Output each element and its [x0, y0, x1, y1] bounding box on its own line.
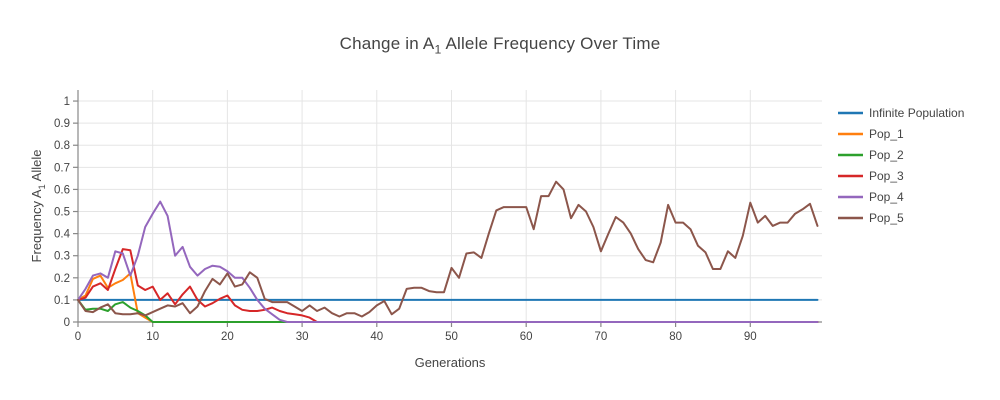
chart-title-text: Change in A	[339, 34, 435, 53]
y-tick-label: 0.2	[54, 273, 70, 285]
y-tick-label: 1	[64, 96, 70, 108]
legend-item-pop-3[interactable]: Pop_3	[838, 169, 904, 183]
x-tick-label: 10	[146, 331, 159, 343]
legend-item-pop-1[interactable]: Pop_1	[838, 127, 904, 141]
legend-label-pop-2: Pop_2	[869, 148, 904, 162]
chart-title-text-suffix: Allele Frequency Over Time	[441, 34, 661, 53]
legend: Infinite Population Pop_1 Pop_2 Pop_3 Pop_4 P…	[838, 106, 964, 225]
y-tick-label: 0.4	[54, 229, 71, 241]
chart-title-subscript: 1	[434, 42, 442, 57]
legend-label-pop-4: Pop_4	[869, 190, 904, 204]
x-tick-label: 80	[669, 331, 682, 343]
x-tick-label: 70	[594, 331, 607, 343]
x-tick-label: 40	[370, 331, 383, 343]
legend-item-pop-4[interactable]: Pop_4	[838, 190, 904, 204]
x-tick-label: 30	[296, 331, 309, 343]
series-line-pop-4[interactable]	[77, 200, 819, 323]
x-tick-label: 90	[744, 331, 757, 343]
y-tick-label: 0.1	[54, 295, 70, 307]
y-tick-label: 0	[64, 317, 70, 329]
legend-label-pop-1: Pop_1	[869, 127, 904, 141]
y-tick-label: 0.9	[54, 118, 70, 130]
legend-label-pop-3: Pop_3	[869, 169, 904, 183]
legend-item-pop-2[interactable]: Pop_2	[838, 148, 904, 162]
x-tick-label: 0	[75, 331, 81, 343]
legend-label-infinite-population: Infinite Population	[869, 106, 964, 120]
series-line-pop-5[interactable]	[77, 180, 819, 318]
x-tick-label: 20	[221, 331, 234, 343]
y-axis-title-text: Frequency A	[29, 189, 45, 263]
legend-label-pop-5: Pop_5	[869, 211, 904, 225]
legend-item-infinite-population[interactable]: Infinite Population	[838, 106, 964, 120]
y-tick-label: 0.8	[54, 140, 70, 152]
y-tick-label: 0.3	[54, 251, 70, 263]
chart-title: Change in A1 Allele Frequency Over Time	[0, 34, 1000, 56]
y-axis-title-subscript: 1	[36, 184, 47, 190]
x-axis-title: Generations	[414, 355, 486, 370]
y-tick-label: 0.5	[54, 207, 70, 219]
y-axis-title-text-suffix: Allele	[29, 149, 45, 185]
y-tick-label: 0.7	[54, 162, 70, 174]
legend-item-pop-5[interactable]: Pop_5	[838, 211, 904, 225]
x-tick-label: 60	[520, 331, 533, 343]
y-axis-title: Frequency A1 Allele	[29, 150, 47, 263]
x-tick-label: 50	[445, 331, 458, 343]
y-tick-label: 0.6	[54, 184, 70, 196]
